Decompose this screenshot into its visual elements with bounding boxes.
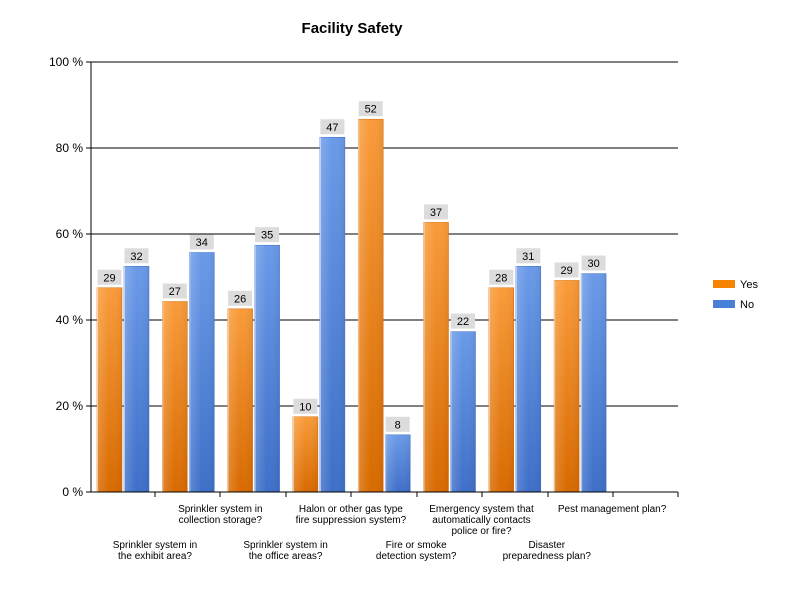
- data-label-box: [293, 398, 318, 414]
- bar-shine: [254, 245, 280, 492]
- bar-shine: [358, 119, 384, 492]
- y-tick-label: 100 %: [49, 55, 83, 69]
- legend-label-yes: Yes: [740, 279, 758, 291]
- y-tick-label: 80 %: [56, 141, 84, 155]
- x-category-label: Sprinkler system in collection storage?: [178, 504, 262, 526]
- bar-shine: [488, 287, 514, 492]
- data-label-box: [489, 269, 514, 285]
- data-label-box: [228, 290, 253, 306]
- data-label-box: [124, 248, 149, 264]
- data-label: 34: [196, 237, 208, 249]
- data-label-box: [358, 101, 383, 117]
- data-label-box: [516, 248, 541, 264]
- data-label-box: [385, 416, 410, 432]
- bar-shine: [515, 266, 541, 492]
- data-label: 30: [587, 258, 599, 270]
- legend: Yes No: [713, 279, 758, 311]
- data-label: 26: [234, 293, 246, 305]
- bar-shine: [97, 287, 122, 492]
- data-label-box: [581, 255, 606, 271]
- x-category-label: Emergency system that automatically conta…: [429, 504, 534, 537]
- data-label: 31: [522, 251, 534, 263]
- bar-shine: [162, 301, 188, 492]
- data-label: 27: [169, 286, 181, 298]
- bar-shine: [292, 416, 318, 492]
- x-category-label: Sprinkler system in the office areas?: [243, 540, 327, 562]
- y-axis-ticks: 0 % 20 % 40 % 60 % 80 % 100 %: [49, 55, 83, 499]
- data-label-box: [424, 204, 448, 220]
- x-axis-categories: Sprinkler system in the exhibit area? Spri…: [113, 504, 667, 562]
- bar-shine: [423, 222, 449, 492]
- data-label-box: [451, 313, 475, 329]
- bar-shine: [124, 266, 149, 492]
- bar-shine: [581, 273, 607, 492]
- y-tick-label: 20 %: [56, 399, 84, 413]
- data-label: 32: [130, 251, 142, 263]
- chart-title: Facility Safety: [302, 20, 404, 37]
- legend-swatch-no: [713, 300, 735, 308]
- data-label-box: [189, 234, 214, 250]
- data-label: 22: [457, 316, 469, 328]
- data-label-box: [162, 283, 187, 299]
- bars: [96, 118, 607, 493]
- legend-label-no: No: [740, 299, 754, 311]
- x-category-label: Disaster preparedness plan?: [503, 540, 592, 562]
- bar-shine: [450, 331, 476, 492]
- data-label-box: [554, 262, 579, 278]
- data-label: 8: [395, 419, 401, 431]
- bar-shine: [189, 252, 215, 492]
- data-label-box: [97, 269, 122, 285]
- y-tick-label: 60 %: [56, 227, 84, 241]
- data-label: 28: [495, 272, 507, 284]
- y-tick-label: 40 %: [56, 313, 84, 327]
- data-label: 10: [299, 401, 311, 413]
- data-labels: 29 32 27 34 26 35 10 47 52 8 37 22 28 31 29 30: [97, 101, 606, 432]
- x-category-label: Sprinkler system in the exhibit area?: [113, 540, 197, 562]
- y-tick-label: 0 %: [62, 485, 83, 499]
- x-category-label: Pest management plan?: [558, 504, 667, 515]
- bar-shine: [227, 308, 253, 492]
- legend-swatch-yes: [713, 280, 735, 288]
- axes: [86, 61, 679, 497]
- data-label: 35: [261, 230, 273, 242]
- data-label: 47: [326, 122, 338, 134]
- data-label: 37: [430, 207, 442, 219]
- x-category-label: Halon or other gas type fire suppression …: [296, 504, 407, 526]
- bar-shine: [385, 434, 411, 492]
- bar-shine: [554, 280, 580, 492]
- data-label-box: [255, 227, 280, 243]
- data-label: 52: [365, 104, 377, 116]
- data-label-box: [320, 119, 345, 135]
- x-category-label: Fire or smoke detection system?: [376, 540, 457, 562]
- gridlines: [91, 61, 678, 407]
- data-label: 29: [103, 272, 115, 284]
- bar-shine: [319, 137, 345, 492]
- data-label: 29: [560, 265, 572, 277]
